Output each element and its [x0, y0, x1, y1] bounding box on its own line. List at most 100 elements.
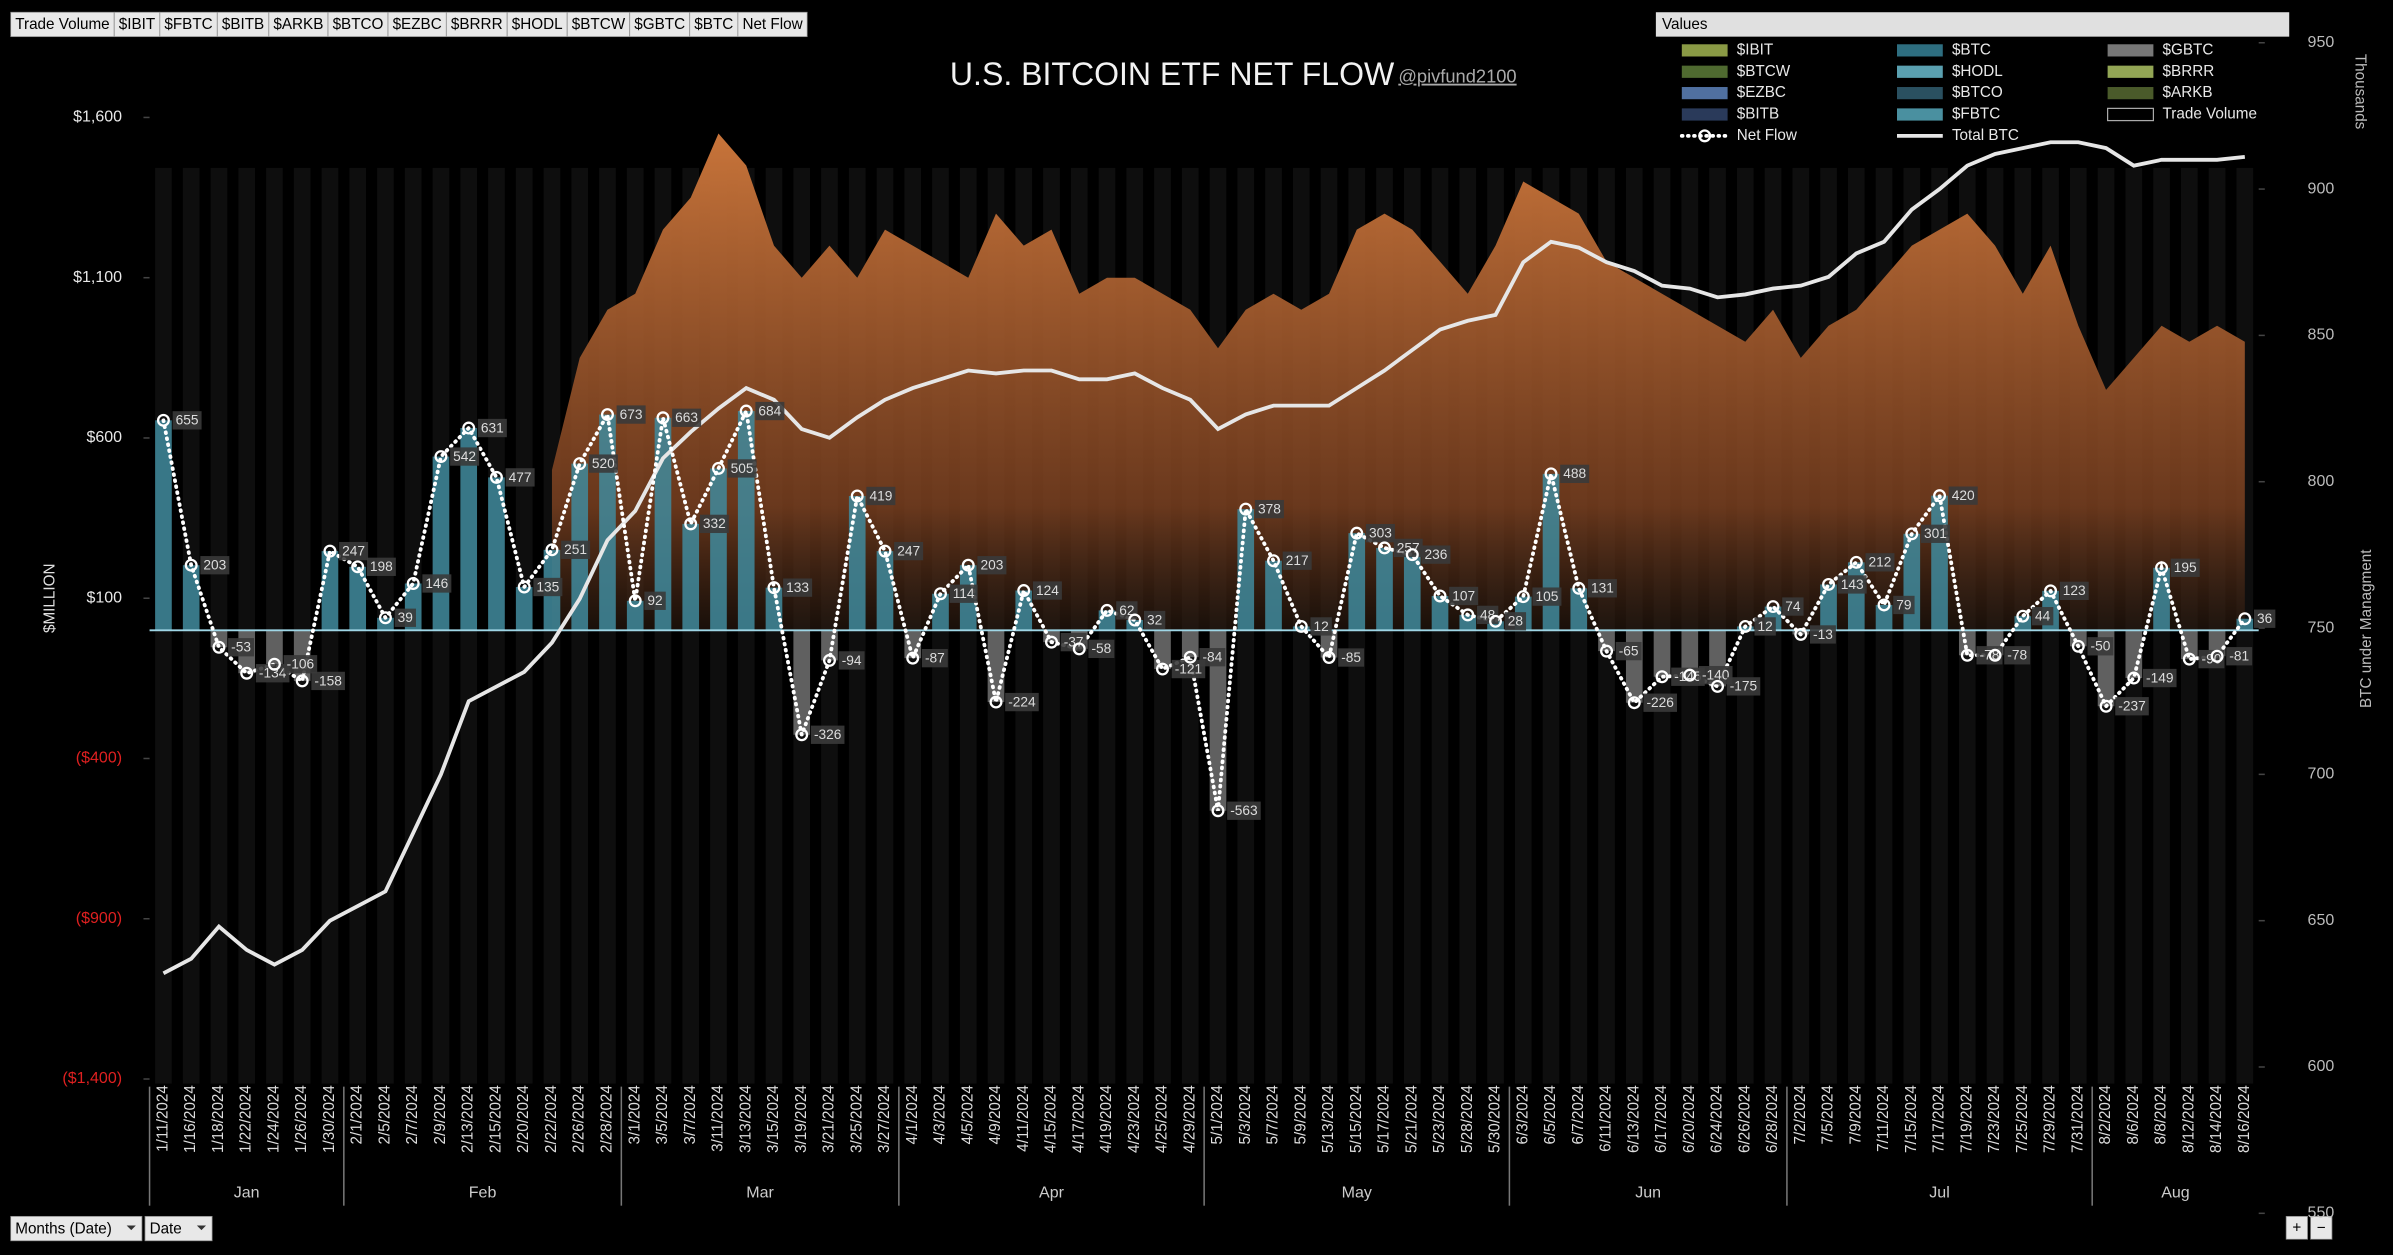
legend-header — [1655, 12, 2290, 37]
data-label-box — [1393, 538, 1423, 558]
month-label: Apr — [1039, 1184, 1065, 1202]
toolbar-button-box[interactable] — [629, 11, 691, 38]
toolbar-button[interactable]: $ARKB — [268, 11, 329, 38]
x-tick-label: 7/5/2024 — [1820, 1085, 1837, 1145]
net-flow-point — [351, 560, 365, 574]
data-label: -78 — [2007, 648, 2027, 663]
data-label-box — [1254, 499, 1284, 519]
x-tick-label: 6/20/2024 — [1681, 1085, 1698, 1153]
toolbar-button-box[interactable] — [10, 11, 115, 38]
net-flow-point — [878, 544, 892, 558]
data-label-box — [1365, 524, 1395, 543]
net-flow-point — [711, 461, 725, 475]
toolbar-button-box[interactable] — [216, 11, 270, 38]
filter-button-label[interactable]: Months (Date) — [15, 1220, 112, 1237]
data-label-box — [1754, 617, 1776, 636]
net-flow-bar — [515, 587, 533, 631]
toolbar-button-box[interactable] — [689, 11, 739, 38]
toolbar-button-box[interactable] — [737, 11, 808, 38]
toolbar-button-box[interactable] — [327, 11, 389, 38]
data-label-box — [283, 655, 318, 674]
toolbar-button[interactable]: $BTCW — [566, 11, 631, 38]
toolbar-button[interactable]: $GBTC — [629, 11, 691, 38]
toolbar-button-box[interactable] — [113, 11, 161, 38]
zoom-button-label[interactable]: + — [2292, 1220, 2301, 1237]
toolbar-button-label[interactable]: $BITB — [222, 16, 264, 33]
toolbar-button[interactable]: $BTC — [689, 11, 739, 38]
toolbar-button-label[interactable]: $IBIT — [119, 16, 155, 33]
toolbar-button[interactable]: $FBTC — [159, 11, 218, 38]
x-tick-label: 1/16/2024 — [182, 1085, 199, 1153]
toolbar-button[interactable]: $BRRR — [445, 11, 508, 38]
toolbar-button-label[interactable]: Trade Volume — [15, 16, 109, 33]
y2-axis-title: BTC under Managment — [2358, 549, 2375, 708]
toolbar-button[interactable]: Net Flow — [737, 11, 808, 38]
data-label-box — [1171, 659, 1206, 679]
net-flow-point — [1766, 600, 1780, 614]
toolbar-button-label[interactable]: $BTCW — [572, 16, 626, 33]
net-flow-point — [1017, 584, 1031, 598]
x-tick-label: 8/14/2024 — [2208, 1085, 2225, 1153]
legend-swatch — [2107, 65, 2154, 78]
toolbar-button[interactable]: $IBIT — [113, 11, 161, 38]
toolbar-button-label[interactable]: $HODL — [512, 16, 563, 33]
toolbar-button-label[interactable]: Net Flow — [742, 16, 803, 33]
data-label-box — [1282, 551, 1312, 570]
toolbar-button[interactable]: $BTCO — [327, 11, 389, 38]
filter-button[interactable]: Months (Date) — [10, 1215, 143, 1242]
toolbar-button[interactable]: Trade Volume — [10, 11, 115, 38]
dropdown-arrow[interactable] — [196, 1225, 207, 1231]
zoom-button-label[interactable]: − — [2317, 1220, 2326, 1237]
data-label: 212 — [1869, 555, 1892, 570]
filter-button-label[interactable]: Date — [150, 1220, 182, 1237]
data-label: 419 — [869, 488, 892, 503]
column-guide — [293, 167, 311, 1084]
toolbar-button-box[interactable] — [445, 11, 508, 38]
legend-swatch — [1897, 87, 1943, 100]
toolbar-button-label[interactable]: $EZBC — [393, 16, 442, 33]
filter-button[interactable]: Date — [144, 1215, 213, 1242]
x-tick-label: 8/6/2024 — [2125, 1085, 2142, 1145]
toolbar-button-box[interactable] — [159, 11, 218, 38]
x-tick-label: 2/22/2024 — [543, 1085, 560, 1153]
net-flow-point — [434, 450, 448, 464]
x-tick-label: 7/15/2024 — [1903, 1085, 1920, 1153]
x-tick-label: 2/9/2024 — [432, 1085, 449, 1145]
toolbar-button[interactable]: $HODL — [506, 11, 568, 38]
net-flow-point — [462, 421, 476, 435]
data-label-box — [949, 584, 978, 603]
toolbar-button[interactable]: $BITB — [216, 11, 270, 38]
x-tick-label: 3/7/2024 — [682, 1085, 699, 1145]
data-label: 505 — [731, 461, 754, 476]
x-tick-label: 4/25/2024 — [1154, 1085, 1171, 1153]
toolbar-button-label[interactable]: $GBTC — [634, 16, 685, 33]
data-label-box — [450, 447, 480, 466]
toolbar-button-label[interactable]: $FBTC — [164, 16, 212, 33]
data-label-box — [2170, 558, 2200, 577]
filter-button-box[interactable] — [10, 1215, 143, 1242]
zoom-button[interactable]: + — [2285, 1215, 2308, 1240]
toolbar-button-label[interactable]: $BTC — [694, 16, 733, 33]
toolbar-button-box[interactable] — [566, 11, 631, 38]
data-label: 198 — [370, 559, 393, 574]
data-label: 655 — [176, 413, 199, 428]
legend-label: $IBIT — [1737, 41, 1773, 58]
data-label-box — [2142, 668, 2177, 688]
toolbar-button-label[interactable]: $BTCO — [333, 16, 384, 33]
toolbar-button-label[interactable]: $ARKB — [273, 16, 323, 33]
x-tick-label: 7/23/2024 — [1986, 1085, 2003, 1153]
data-label-box — [783, 578, 813, 597]
zoom-button[interactable]: − — [2310, 1215, 2333, 1240]
dropdown-arrow[interactable] — [126, 1225, 136, 1231]
net-flow-point — [1211, 804, 1225, 818]
toolbar-button-label[interactable]: $BRRR — [451, 16, 503, 33]
zoom-button-box[interactable] — [2285, 1215, 2308, 1240]
toolbar-button-box[interactable] — [506, 11, 568, 38]
toolbar-button-box[interactable] — [268, 11, 329, 38]
data-label: -175 — [1730, 679, 1758, 694]
net-flow-point — [850, 489, 864, 503]
legend-label: $BITB — [1737, 106, 1779, 123]
y2-tick-label: 600 — [2308, 1057, 2335, 1075]
toolbar-button[interactable]: $EZBC — [387, 11, 447, 38]
zoom-button-box[interactable] — [2310, 1215, 2333, 1240]
